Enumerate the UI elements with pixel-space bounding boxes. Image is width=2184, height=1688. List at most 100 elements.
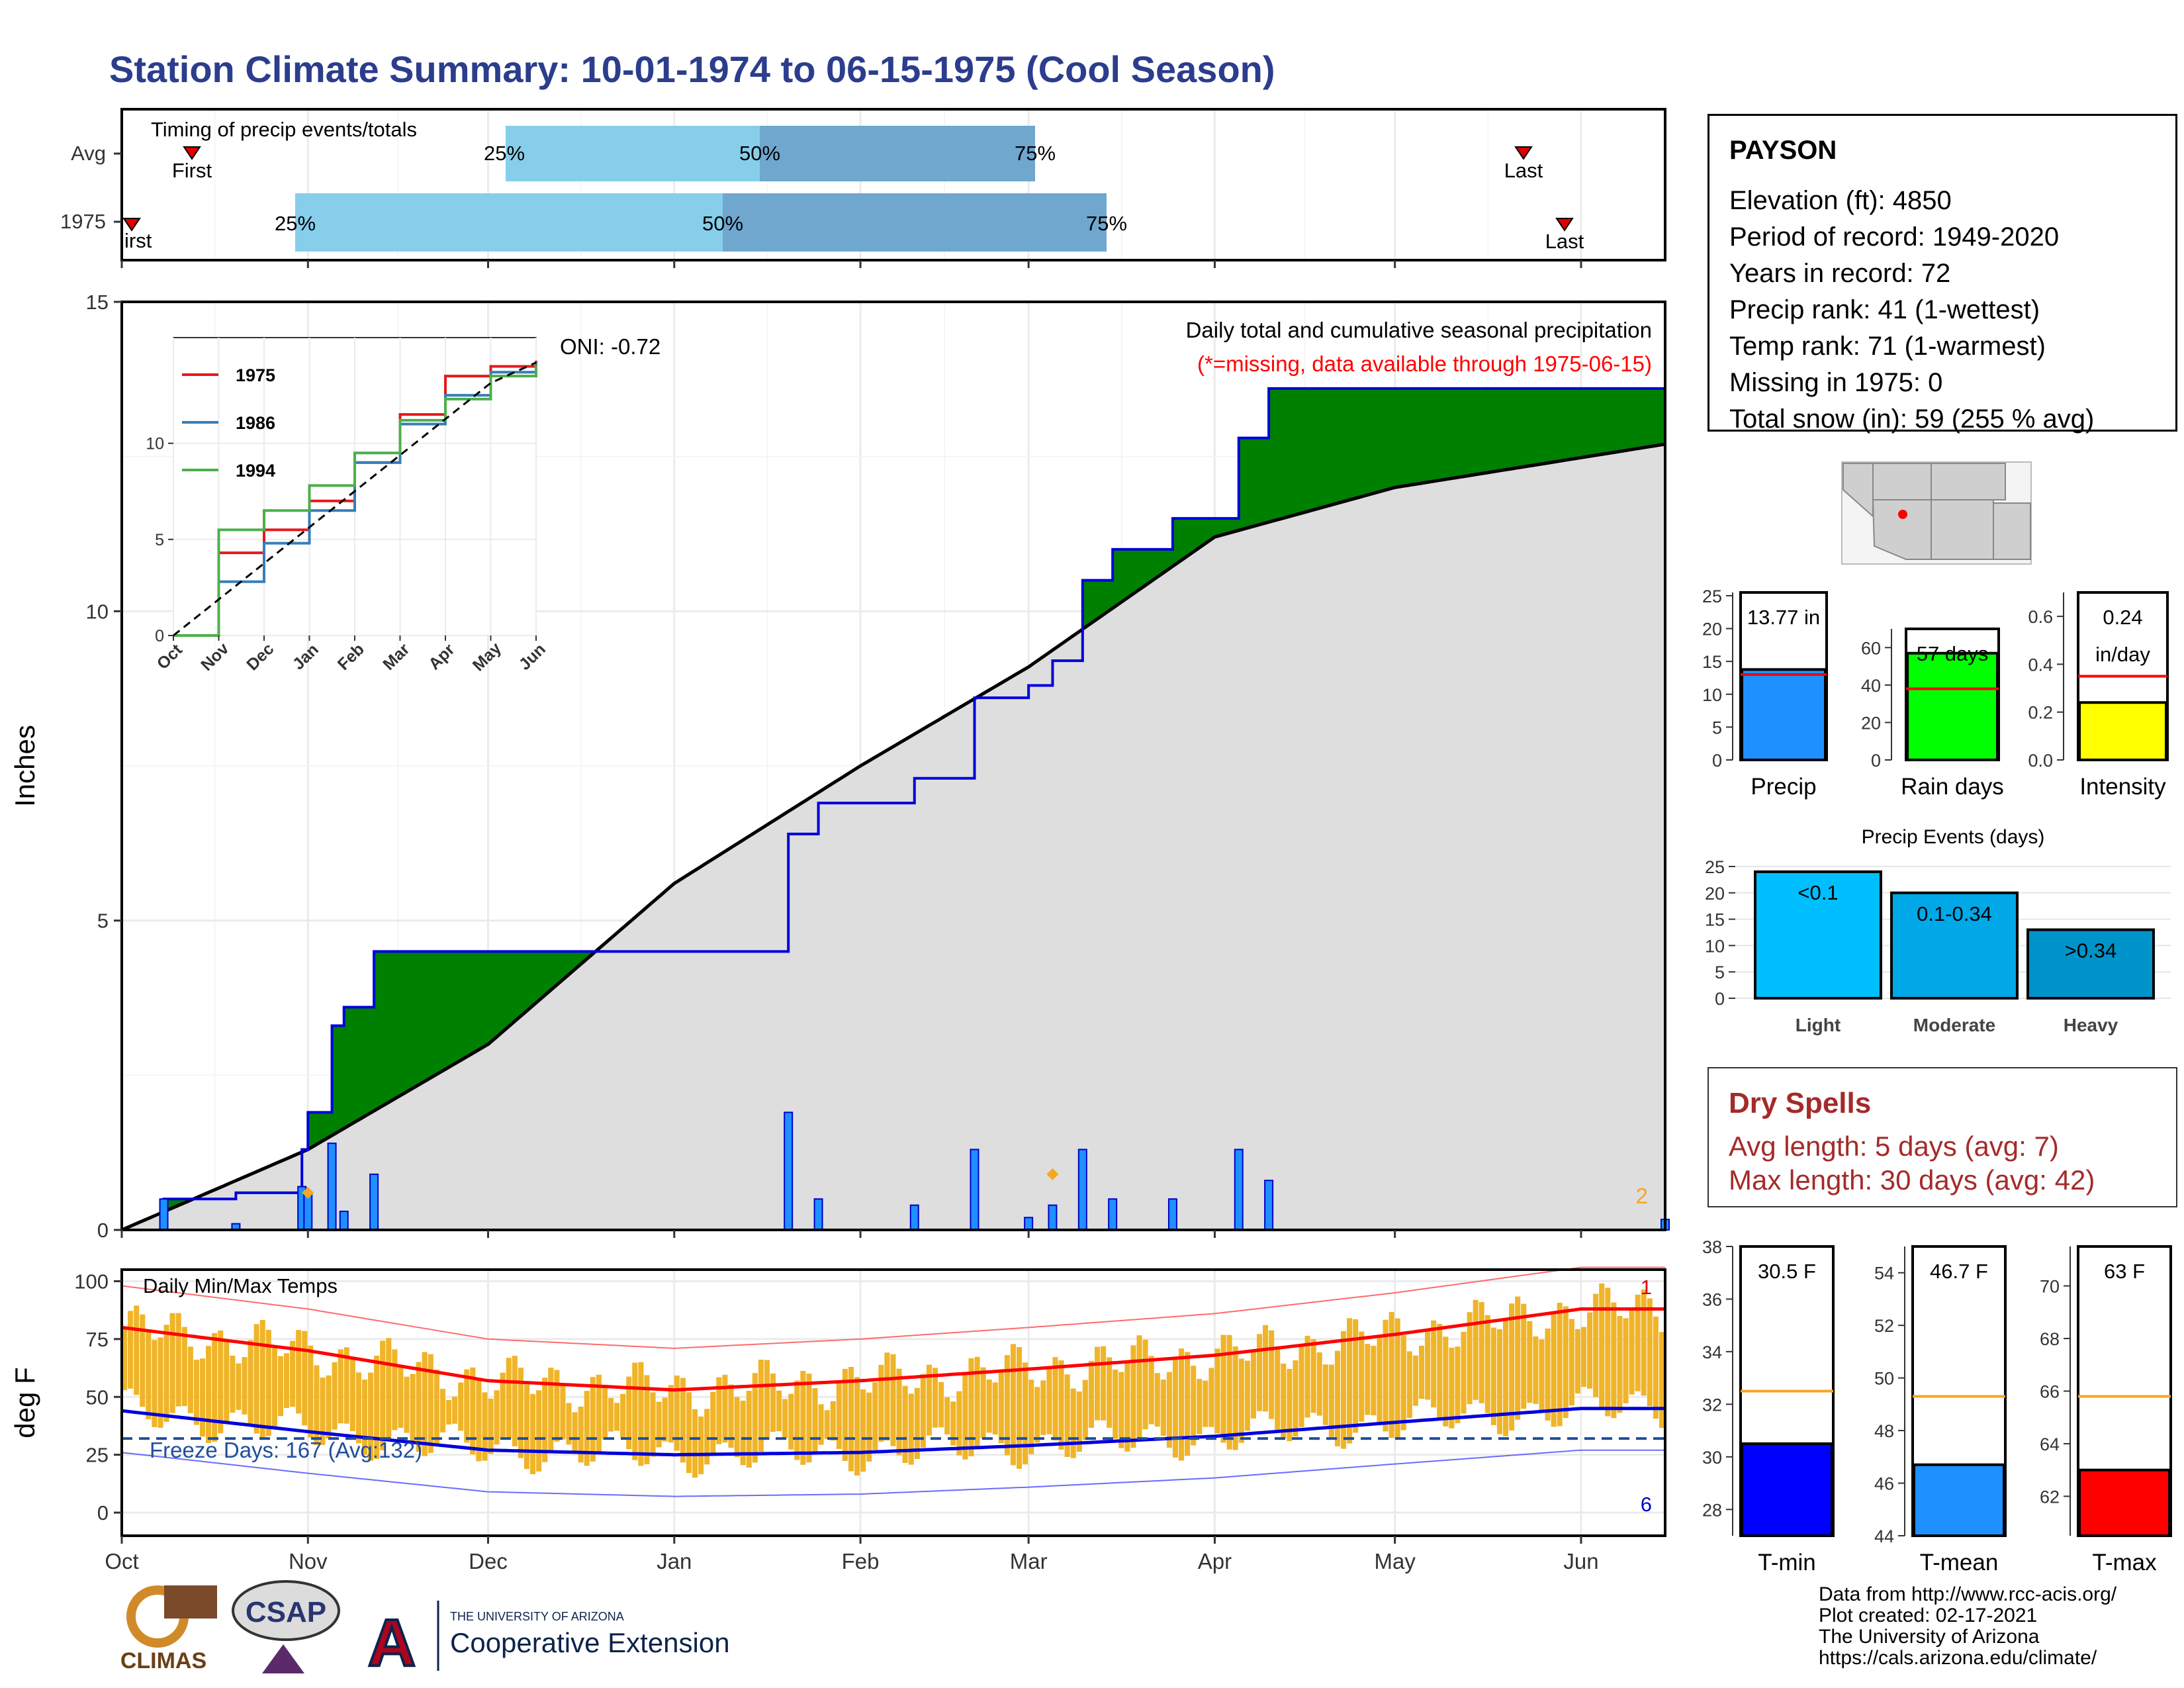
precip-surplus-area	[1617, 388, 1624, 451]
precip-surplus-area	[1659, 388, 1666, 445]
precip-surplus-area	[1107, 580, 1113, 610]
precip-surplus-area	[476, 951, 483, 1050]
temp-range-bar	[242, 1357, 248, 1415]
temp-range-bar	[1629, 1308, 1635, 1395]
temp-range-bar	[1220, 1335, 1226, 1443]
intensity-chart: 0.0 0.2 0.4 0.6 0.24 in/day Intensity	[2028, 591, 2169, 800]
temp-range-bar	[433, 1369, 439, 1444]
inset-y-tick-label: 5	[155, 531, 164, 549]
temp-range-bar	[776, 1390, 782, 1432]
last-marker-avg	[1514, 146, 1533, 160]
temp-range-bar	[1503, 1318, 1509, 1436]
tmean-chart: 44 46 48 50 52 54 46.7 F T-mean	[1874, 1245, 2007, 1575]
tmin-chart: 28 30 32 34 36 38 30.5 F T-min	[1702, 1237, 1835, 1575]
map-state-newmexico	[1931, 499, 1994, 560]
precip-surplus-area	[1371, 388, 1378, 494]
figure-title: Station Climate Summary: 10-01-1974 to 0…	[109, 48, 1275, 90]
temp-range-bar	[518, 1368, 523, 1458]
precip-surplus-area	[1509, 388, 1516, 469]
timing-bar-avg-late	[760, 126, 1035, 181]
tmin-chart-tick-label: 28	[1702, 1500, 1722, 1520]
precip-surplus-area	[458, 951, 465, 1060]
tmean-chart-label: T-mean	[1920, 1550, 1999, 1575]
temp-range-bar	[320, 1378, 326, 1445]
daily-precip-bar	[909, 1204, 919, 1231]
temp-range-bar	[134, 1305, 140, 1395]
precip-surplus-area	[1191, 518, 1197, 552]
precip-surplus-area	[1359, 388, 1365, 497]
precip-surplus-area	[536, 951, 543, 1000]
precip-surplus-area	[1365, 388, 1371, 495]
tmean-chart-tick-label: 54	[1874, 1264, 1894, 1284]
temp-range-bar	[626, 1376, 632, 1450]
precip-surplus-area	[1496, 388, 1504, 471]
temp-range-bar	[296, 1330, 302, 1414]
map-state-utah	[1872, 463, 1932, 500]
temp-range-bar	[175, 1313, 181, 1407]
rain-days-chart-value-text: 57 days	[1917, 642, 1989, 665]
temp-range-bar	[290, 1340, 296, 1407]
temp-range-bar	[542, 1378, 548, 1462]
temp-range-bar	[248, 1340, 253, 1425]
temp-range-bar	[686, 1392, 692, 1474]
temp-x-tick-label: Mar	[1010, 1549, 1048, 1573]
precip-total-chart: 0 5 10 15 20 25 13.77 in Precip	[1702, 586, 1828, 800]
temp-x-tick-label: Nov	[289, 1549, 328, 1573]
tmax-chart-label: T-max	[2092, 1550, 2157, 1575]
temp-range-bar	[392, 1349, 398, 1430]
temp-range-bar	[860, 1389, 866, 1472]
temp-range-bar	[128, 1311, 134, 1389]
oni-label: ONI: -0.72	[560, 334, 660, 359]
intensity-chart-tick-label: 0.6	[2028, 607, 2053, 627]
precip-surplus-area	[1316, 388, 1324, 508]
temp-range-bar	[980, 1367, 986, 1438]
temp-range-bar	[1256, 1334, 1263, 1411]
precip-surplus-area	[1203, 518, 1209, 543]
intensity-chart-tick-label: 0.2	[2028, 703, 2053, 723]
temp-range-bar	[494, 1390, 500, 1445]
precip-surplus-area	[1197, 518, 1203, 548]
dry-spells-avg: Avg length: 5 days (avg: 7)	[1729, 1131, 2059, 1162]
record-low-line	[121, 1449, 1665, 1497]
precip-total-chart-tick-label: 15	[1702, 652, 1722, 672]
intensity-chart-value-text: 0.24	[2103, 606, 2142, 629]
temp-range-bar	[452, 1396, 458, 1424]
timing-title: Timing of precip events/totals	[151, 118, 417, 141]
precip-surplus-area	[416, 951, 423, 1085]
temp-range-bar	[734, 1397, 740, 1458]
temp-range-bar	[1310, 1339, 1316, 1413]
temp-range-bar	[1269, 1330, 1275, 1419]
precip-surplus-area	[1412, 388, 1420, 485]
rain-days-chart-label: Rain days	[1901, 774, 2004, 800]
temp-range-bar	[236, 1363, 242, 1410]
timing-pct-label: 75%	[1086, 212, 1127, 235]
precip-events-bar	[1754, 870, 1882, 1000]
temp-range-bar	[1515, 1296, 1521, 1420]
temp-range-bar	[530, 1393, 536, 1475]
precip-surplus-area	[1088, 580, 1095, 623]
precip-surplus-area	[1298, 388, 1306, 514]
precip-surplus-area	[1113, 549, 1119, 606]
temp-range-bar	[140, 1314, 146, 1407]
temp-range-bar	[1130, 1345, 1136, 1448]
temp-range-bar	[1160, 1379, 1166, 1436]
temp-range-bar	[355, 1372, 361, 1444]
daily-precip-bar	[1077, 1149, 1087, 1231]
temp-range-bar	[584, 1391, 590, 1466]
first-label-1975: irst	[124, 229, 152, 252]
avg-max-line	[121, 1307, 1665, 1392]
precip-total-chart-tick-label: 0	[1712, 751, 1722, 771]
precip-total-chart-label: Precip	[1751, 774, 1816, 800]
temp-range-bar	[1238, 1358, 1244, 1443]
precip-total-chart-value-text: 13.77 in	[1747, 606, 1820, 629]
temp-range-bar	[596, 1374, 602, 1452]
temp-range-bar	[380, 1340, 386, 1450]
tmean-chart-value-text: 46.7 F	[1930, 1260, 1988, 1283]
temp-range-bar	[1400, 1335, 1406, 1430]
temp-range-bar	[1545, 1328, 1551, 1421]
temp-range-bar	[218, 1330, 224, 1434]
precip-surplus-area	[518, 951, 525, 1016]
temp-range-bar	[368, 1372, 374, 1461]
temp-range-bar	[884, 1352, 890, 1441]
temp-range-bar	[1226, 1335, 1232, 1450]
